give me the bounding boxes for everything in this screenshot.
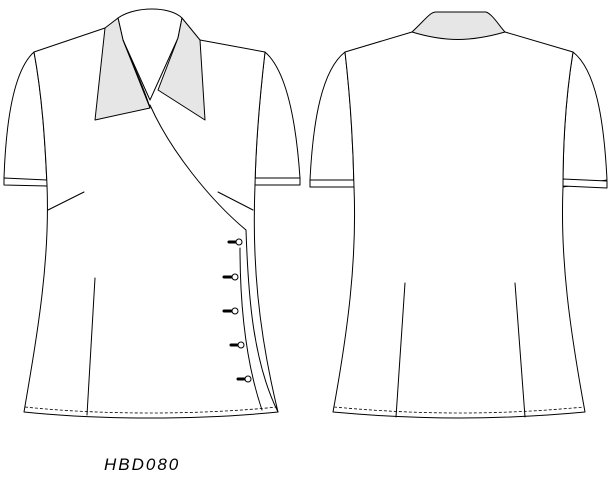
- style-code-caption: HBD080: [104, 455, 181, 474]
- back-right-cuff: [562, 178, 608, 189]
- front-wrap-edge: [149, 104, 279, 413]
- front-collar-fold: [122, 39, 151, 109]
- button: [236, 375, 252, 383]
- back-right-waist-dart: [514, 282, 526, 418]
- back-left-waist-dart: [395, 282, 406, 418]
- button: [222, 307, 239, 315]
- button: [227, 238, 243, 246]
- back-collar: [411, 11, 506, 40]
- front-collar-band: [117, 8, 183, 101]
- back-view: [309, 11, 608, 419]
- button: [222, 273, 239, 281]
- front-hem-stitching: [24, 406, 278, 414]
- back-body: [332, 31, 586, 419]
- front-collar-left: [94, 17, 151, 121]
- front-left-cuff: [3, 177, 48, 187]
- front-buttons: [222, 238, 252, 383]
- front-right-cuff: [254, 177, 301, 186]
- front-body: [23, 27, 279, 419]
- front-left-waist-dart: [86, 277, 96, 416]
- front-left-bust-dart: [47, 191, 85, 211]
- front-view: [3, 8, 301, 419]
- front-right-bust-dart: [217, 191, 254, 211]
- back-hem-stitching: [333, 406, 585, 414]
- front-collar-right: [157, 17, 206, 121]
- front-underlap-edge: [239, 247, 263, 411]
- back-left-cuff: [309, 179, 355, 188]
- button: [229, 341, 245, 349]
